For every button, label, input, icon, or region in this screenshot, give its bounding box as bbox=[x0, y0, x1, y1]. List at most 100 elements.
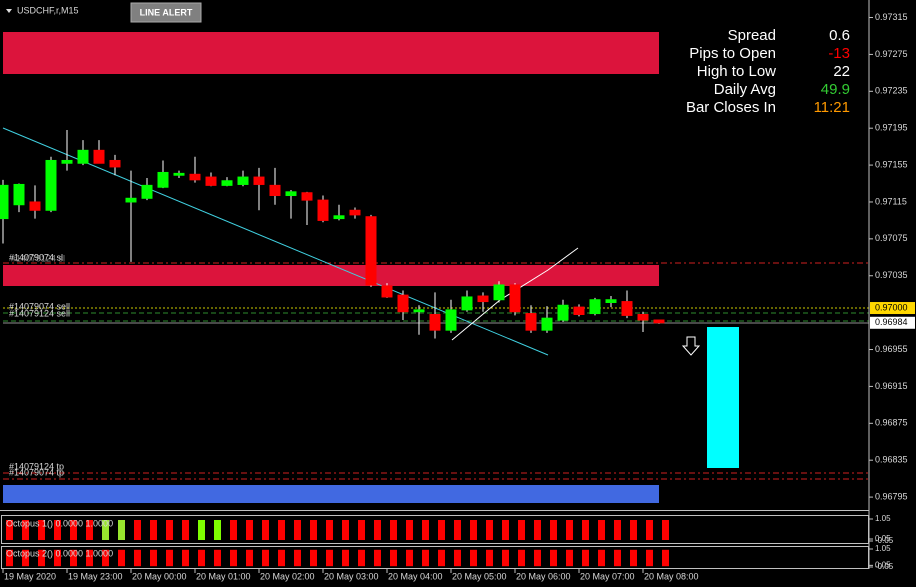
current-price-label: 0.96984 bbox=[875, 317, 908, 327]
panel-frame bbox=[1, 515, 869, 544]
indicator-bar bbox=[118, 520, 125, 540]
candle-body bbox=[589, 299, 601, 315]
x-tick-label: 20 May 08:00 bbox=[644, 571, 699, 581]
indicator-bar bbox=[102, 549, 109, 567]
indicator-bar bbox=[150, 549, 157, 567]
x-tick-label: 20 May 06:00 bbox=[516, 571, 571, 581]
projection-box bbox=[707, 327, 739, 468]
indicator-bar bbox=[246, 549, 253, 567]
y-tick-label: 0.96955 bbox=[875, 344, 908, 354]
x-tick-label: 20 May 03:00 bbox=[324, 571, 379, 581]
y-tick-label: 0.96795 bbox=[875, 491, 908, 501]
indicator-bar bbox=[38, 520, 45, 540]
candle-body bbox=[0, 184, 9, 220]
line-alert-label[interactable]: LINE ALERT bbox=[140, 7, 193, 17]
indicator-bar bbox=[662, 549, 669, 567]
indicator-bar bbox=[326, 520, 333, 540]
panel-title: Octopus 2() 0.0000 1.0000 bbox=[6, 548, 113, 558]
order-label: #14079124 sl bbox=[11, 253, 65, 263]
indicator-bar bbox=[310, 520, 317, 540]
y-tick-label: 0.97275 bbox=[875, 49, 908, 59]
candle-body bbox=[269, 184, 281, 197]
indicator-bar bbox=[598, 520, 605, 540]
panel-frame bbox=[1, 546, 869, 569]
candle-body bbox=[333, 215, 345, 220]
candle-body bbox=[605, 299, 617, 303]
candle-body bbox=[509, 284, 521, 313]
indicator-bar bbox=[310, 549, 317, 567]
indicator-bar bbox=[406, 549, 413, 567]
x-tick-label: 20 May 01:00 bbox=[196, 571, 251, 581]
candle-body bbox=[253, 176, 265, 185]
indicator-bar bbox=[246, 520, 253, 540]
y-tick-label: 0.97075 bbox=[875, 233, 908, 243]
indicator-bar bbox=[230, 520, 237, 540]
candle-body bbox=[557, 304, 569, 321]
candle-body bbox=[13, 183, 25, 206]
trendline bbox=[451, 247, 579, 341]
candle-body bbox=[413, 309, 425, 313]
indicator-bar bbox=[518, 549, 525, 567]
indicator-bar bbox=[118, 549, 125, 567]
indicator-bar bbox=[70, 520, 77, 540]
candle-body bbox=[461, 296, 473, 311]
order-label: #14079074 sell bbox=[9, 301, 70, 311]
y-tick-label: 0.96915 bbox=[875, 381, 908, 391]
candle-body bbox=[61, 159, 73, 164]
alert-price-box bbox=[870, 302, 915, 315]
indicator-bar bbox=[278, 549, 285, 567]
candle-body bbox=[381, 285, 393, 298]
candle-body bbox=[541, 317, 553, 331]
indicator-bar bbox=[630, 549, 637, 567]
indicator-bar bbox=[326, 549, 333, 567]
candle-body bbox=[125, 197, 137, 203]
y-tick-label: -0.05 bbox=[875, 562, 894, 571]
info-value: 0.6 bbox=[829, 27, 850, 44]
candle-body bbox=[77, 149, 89, 164]
indicator-bar bbox=[550, 549, 557, 567]
indicator-bar bbox=[550, 520, 557, 540]
candle-body bbox=[429, 313, 441, 331]
indicator-bar bbox=[214, 549, 221, 567]
indicator-bar bbox=[166, 549, 173, 567]
indicator-bar bbox=[342, 549, 349, 567]
indicator-bar bbox=[534, 520, 541, 540]
info-label: Daily Avg bbox=[714, 81, 776, 98]
candle-body bbox=[653, 319, 665, 324]
order-label: #14079124 tp bbox=[9, 461, 64, 471]
x-tick-label: 20 May 00:00 bbox=[132, 571, 187, 581]
candle-body bbox=[493, 284, 505, 301]
indicator-bar bbox=[646, 520, 653, 540]
indicator-bar bbox=[454, 520, 461, 540]
candle-body bbox=[365, 216, 377, 286]
indicator-bar bbox=[262, 520, 269, 540]
y-tick-label: -0.05 bbox=[875, 536, 894, 545]
demand-zone bbox=[3, 485, 659, 503]
indicator-bar bbox=[278, 520, 285, 540]
indicator-bar bbox=[54, 549, 61, 567]
indicator-bar bbox=[294, 549, 301, 567]
indicator-bar bbox=[294, 520, 301, 540]
indicator-bar bbox=[70, 549, 77, 567]
indicator-bar bbox=[502, 549, 509, 567]
menu-arrow[interactable] bbox=[6, 9, 12, 13]
line-alert-button[interactable] bbox=[130, 2, 202, 23]
indicator-bar bbox=[582, 520, 589, 540]
order-label: #14079074 sl bbox=[9, 252, 63, 262]
indicator-bar bbox=[182, 520, 189, 540]
info-value: -13 bbox=[828, 45, 850, 62]
trendline bbox=[2, 127, 549, 356]
indicator-bar bbox=[342, 520, 349, 540]
indicator-bar bbox=[6, 520, 13, 540]
indicator-bar bbox=[614, 549, 621, 567]
indicator-bar bbox=[198, 549, 205, 567]
candle-body bbox=[397, 294, 409, 313]
indicator-bar bbox=[438, 520, 445, 540]
indicator-bar bbox=[598, 549, 605, 567]
x-tick-label: 19 May 23:00 bbox=[68, 571, 123, 581]
candle-body bbox=[29, 201, 41, 211]
indicator-bar bbox=[470, 549, 477, 567]
indicator-bar bbox=[374, 520, 381, 540]
indicator-bar bbox=[134, 549, 141, 567]
info-label: Bar Closes In bbox=[686, 99, 776, 116]
